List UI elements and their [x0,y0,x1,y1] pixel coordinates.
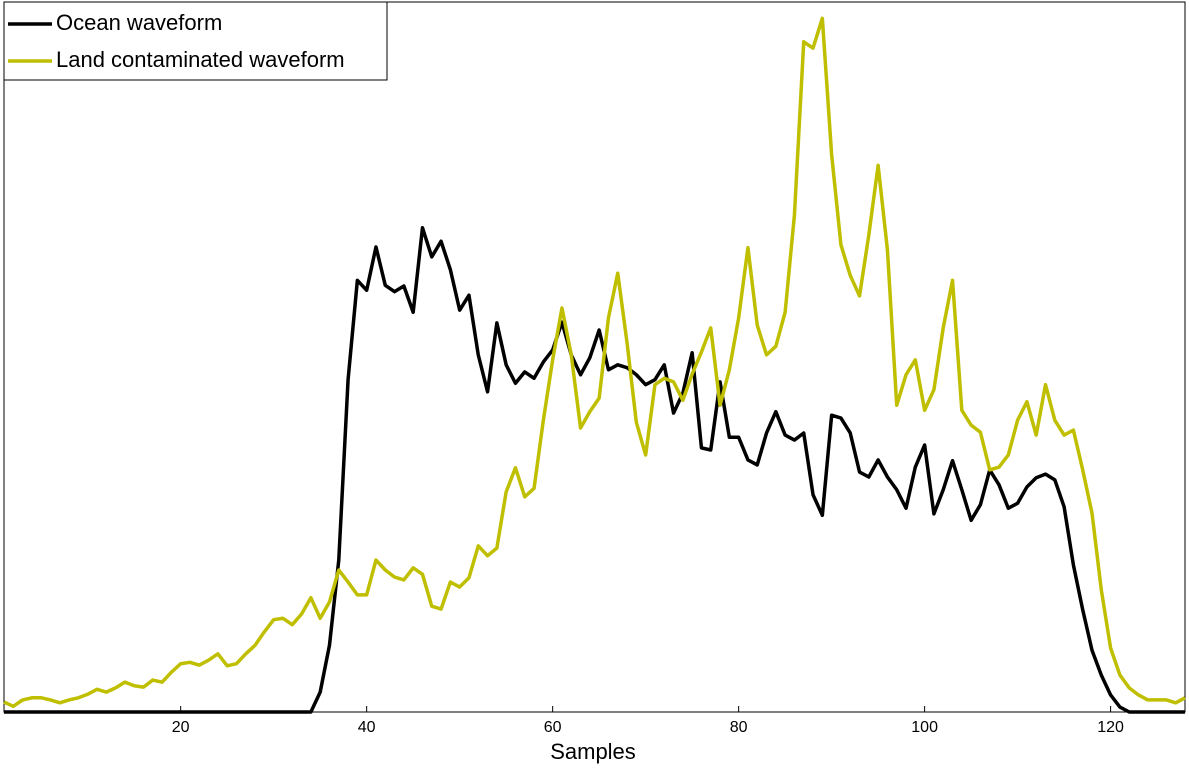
x-tick-label: 100 [911,719,938,736]
x-tick-label: 60 [544,719,562,736]
line-series [4,226,1185,714]
line-series [3,16,1186,709]
legend-box [3,1,388,81]
legend-text: Ocean waveform [56,10,222,35]
x-tick-label: 120 [1097,719,1124,736]
x-axis-label: Samples [550,739,636,764]
plot-frame [3,1,1186,713]
x-tick-label: 40 [358,719,376,736]
legend-text: Land contaminated waveform [56,47,345,72]
x-tick-label: 20 [172,719,190,736]
x-tick-label: 80 [730,719,748,736]
